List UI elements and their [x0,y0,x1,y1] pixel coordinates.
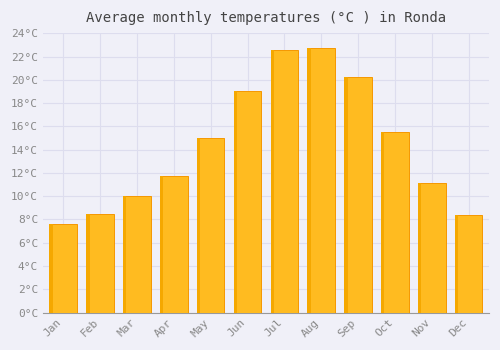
Title: Average monthly temperatures (°C ) in Ronda: Average monthly temperatures (°C ) in Ro… [86,11,446,25]
Bar [418,183,446,313]
Bar [160,176,164,313]
Bar [381,132,384,313]
Bar [455,215,482,313]
Bar [270,49,298,313]
Bar [197,138,200,313]
Bar [123,196,126,313]
Bar [455,215,458,313]
Bar [418,183,422,313]
Bar [197,138,224,313]
Bar [344,77,348,313]
Bar [86,214,90,313]
Bar [50,224,77,313]
Bar [234,91,237,313]
Bar [381,132,408,313]
Bar [308,48,335,313]
Bar [86,214,114,313]
Bar [123,196,151,313]
Bar [234,91,262,313]
Bar [50,224,52,313]
Bar [344,77,372,313]
Bar [308,48,310,313]
Bar [160,176,188,313]
Bar [270,49,274,313]
